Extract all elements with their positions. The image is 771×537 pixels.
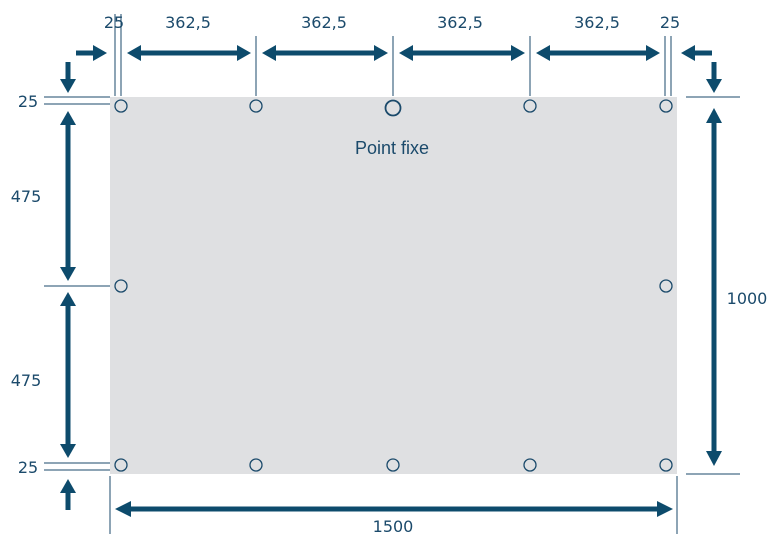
- eyelet: [249, 99, 263, 113]
- left-dimension-arrows: [60, 62, 76, 510]
- eyelets: [114, 99, 673, 472]
- dim-top-margin-right: 25: [660, 13, 680, 32]
- dim-total-height: 1000: [727, 289, 768, 308]
- eyelet: [659, 458, 673, 472]
- eyelet: [523, 458, 537, 472]
- fixed-point-label: Point fixe: [355, 138, 429, 158]
- eyelet: [114, 279, 128, 293]
- right-dimension-arrows: [706, 62, 722, 466]
- eyelet: [114, 99, 128, 113]
- eyelet: [659, 99, 673, 113]
- dim-left-spacing-1: 475: [11, 187, 42, 206]
- dim-top-spacing-2: 362,5: [301, 13, 347, 32]
- dim-top-margin-left: 25: [104, 13, 124, 32]
- eyelet: [114, 458, 128, 472]
- top-dimension-arrows: [76, 45, 712, 61]
- panel: [110, 97, 677, 474]
- dim-left-spacing-2: 475: [11, 371, 42, 390]
- dim-top-spacing-3: 362,5: [437, 13, 483, 32]
- bottom-dimension-arrow: [115, 501, 673, 517]
- eyelet: [523, 99, 537, 113]
- dim-total-width: 1500: [373, 517, 414, 536]
- dim-left-margin-bottom: 25: [18, 458, 38, 477]
- eyelet: [386, 458, 400, 472]
- eyelet-fixed-point: [384, 99, 402, 117]
- eyelet: [659, 279, 673, 293]
- eyelet: [249, 458, 263, 472]
- extension-lines: [44, 14, 740, 534]
- dim-left-margin-top: 25: [18, 92, 38, 111]
- dim-top-spacing-4: 362,5: [574, 13, 620, 32]
- dim-top-spacing-1: 362,5: [165, 13, 211, 32]
